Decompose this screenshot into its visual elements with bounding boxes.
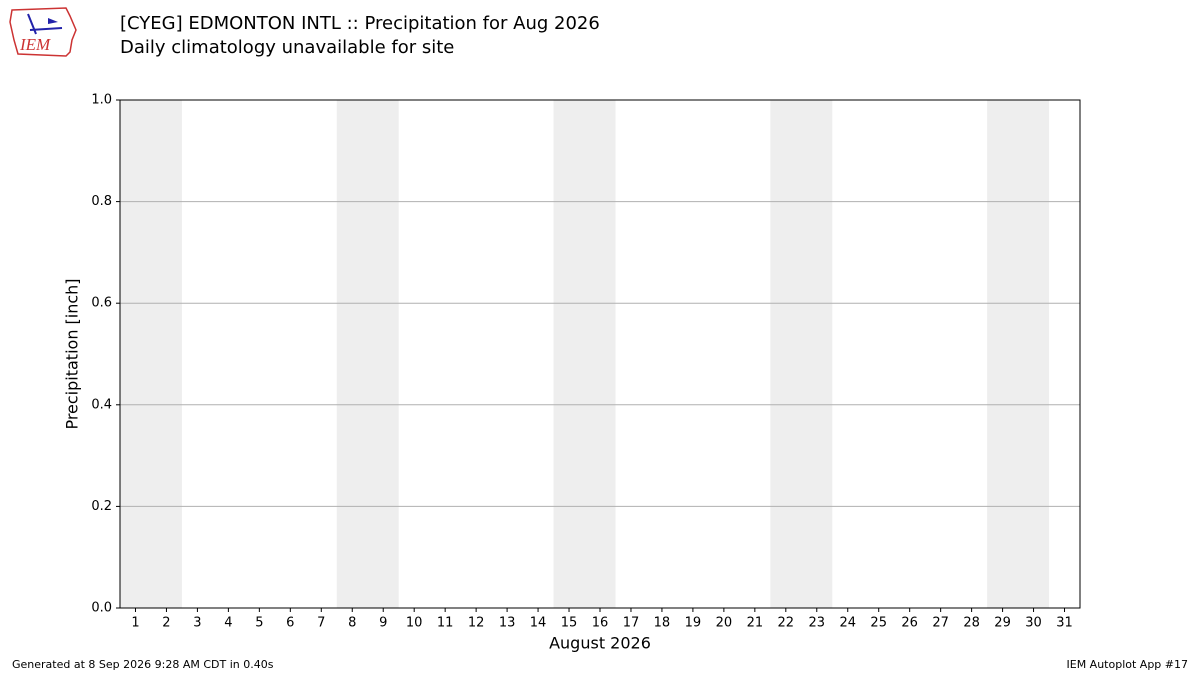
x-tick-label: 19: [685, 616, 702, 631]
x-tick-label: 31: [1056, 616, 1073, 631]
x-tick-label: 2: [162, 616, 170, 631]
y-tick-label: 0.8: [91, 194, 112, 209]
x-tick-label: 14: [530, 616, 547, 631]
x-tick-label: 15: [561, 616, 578, 631]
x-tick-label: 28: [963, 616, 980, 631]
x-tick-label: 21: [747, 616, 764, 631]
x-tick-label: 30: [1025, 616, 1042, 631]
x-tick-label: 26: [901, 616, 918, 631]
y-tick-label: 0.0: [91, 601, 112, 616]
y-axis-label: Precipitation [inch]: [63, 278, 82, 429]
x-tick-label: 10: [406, 616, 423, 631]
y-tick-label: 0.6: [91, 296, 112, 311]
y-tick-label: 1.0: [91, 93, 112, 108]
x-tick-label: 12: [468, 616, 485, 631]
weekend-span: [120, 100, 182, 608]
x-tick-label: 5: [255, 616, 263, 631]
x-tick-label: 9: [379, 616, 387, 631]
x-tick-label: 20: [716, 616, 733, 631]
x-tick-label: 6: [286, 616, 294, 631]
plot-frame: [119, 99, 1081, 609]
x-tick-label: 22: [778, 616, 795, 631]
logo-vane: [29, 27, 63, 31]
x-tick-label: 1: [131, 616, 139, 631]
footer-left: Generated at 8 Sep 2026 9:28 AM CDT in 0…: [12, 658, 274, 671]
x-tick-label: 13: [499, 616, 516, 631]
x-tick-label: 27: [932, 616, 949, 631]
weekend-span: [770, 100, 833, 608]
x-tick-label: 8: [348, 616, 356, 631]
logo-outline: [9, 7, 77, 57]
x-tick-label: 25: [870, 616, 887, 631]
x-tick-label: 16: [592, 616, 609, 631]
chart-title: [CYEG] EDMONTON INTL :: Precipitation fo…: [120, 13, 600, 34]
x-tick-label: 24: [839, 616, 856, 631]
x-tick-label: 18: [654, 616, 671, 631]
weekend-span: [987, 100, 1050, 608]
footer-right: IEM Autoplot App #17: [1067, 658, 1189, 671]
x-tick-label: 7: [317, 616, 325, 631]
y-tick-label: 0.4: [91, 397, 112, 412]
x-tick-label: 29: [994, 616, 1011, 631]
x-tick-label: 23: [809, 616, 826, 631]
x-tick-label: 3: [193, 616, 201, 631]
logo-vane: [27, 13, 37, 35]
x-tick-label: 17: [623, 616, 640, 631]
logo-vane: [48, 18, 58, 24]
weekend-span: [553, 100, 616, 608]
y-tick-label: 0.2: [91, 499, 112, 514]
x-tick-label: 4: [224, 616, 232, 631]
logo: IEM: [9, 7, 77, 57]
weekend-span: [336, 100, 399, 608]
x-axis-label: August 2026: [549, 634, 651, 653]
x-tick-label: 11: [437, 616, 454, 631]
chart-subtitle: Daily climatology unavailable for site: [120, 37, 454, 58]
logo-text: IEM: [19, 35, 51, 54]
